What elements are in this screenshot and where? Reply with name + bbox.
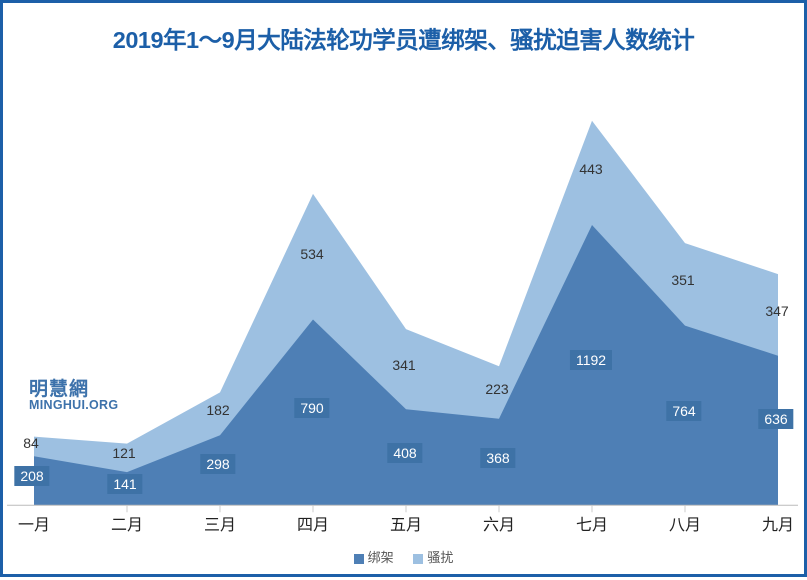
svg-text:明慧網: 明慧網 [29, 378, 89, 400]
svg-text:MINGHUI.ORG: MINGHUI.ORG [29, 398, 118, 412]
